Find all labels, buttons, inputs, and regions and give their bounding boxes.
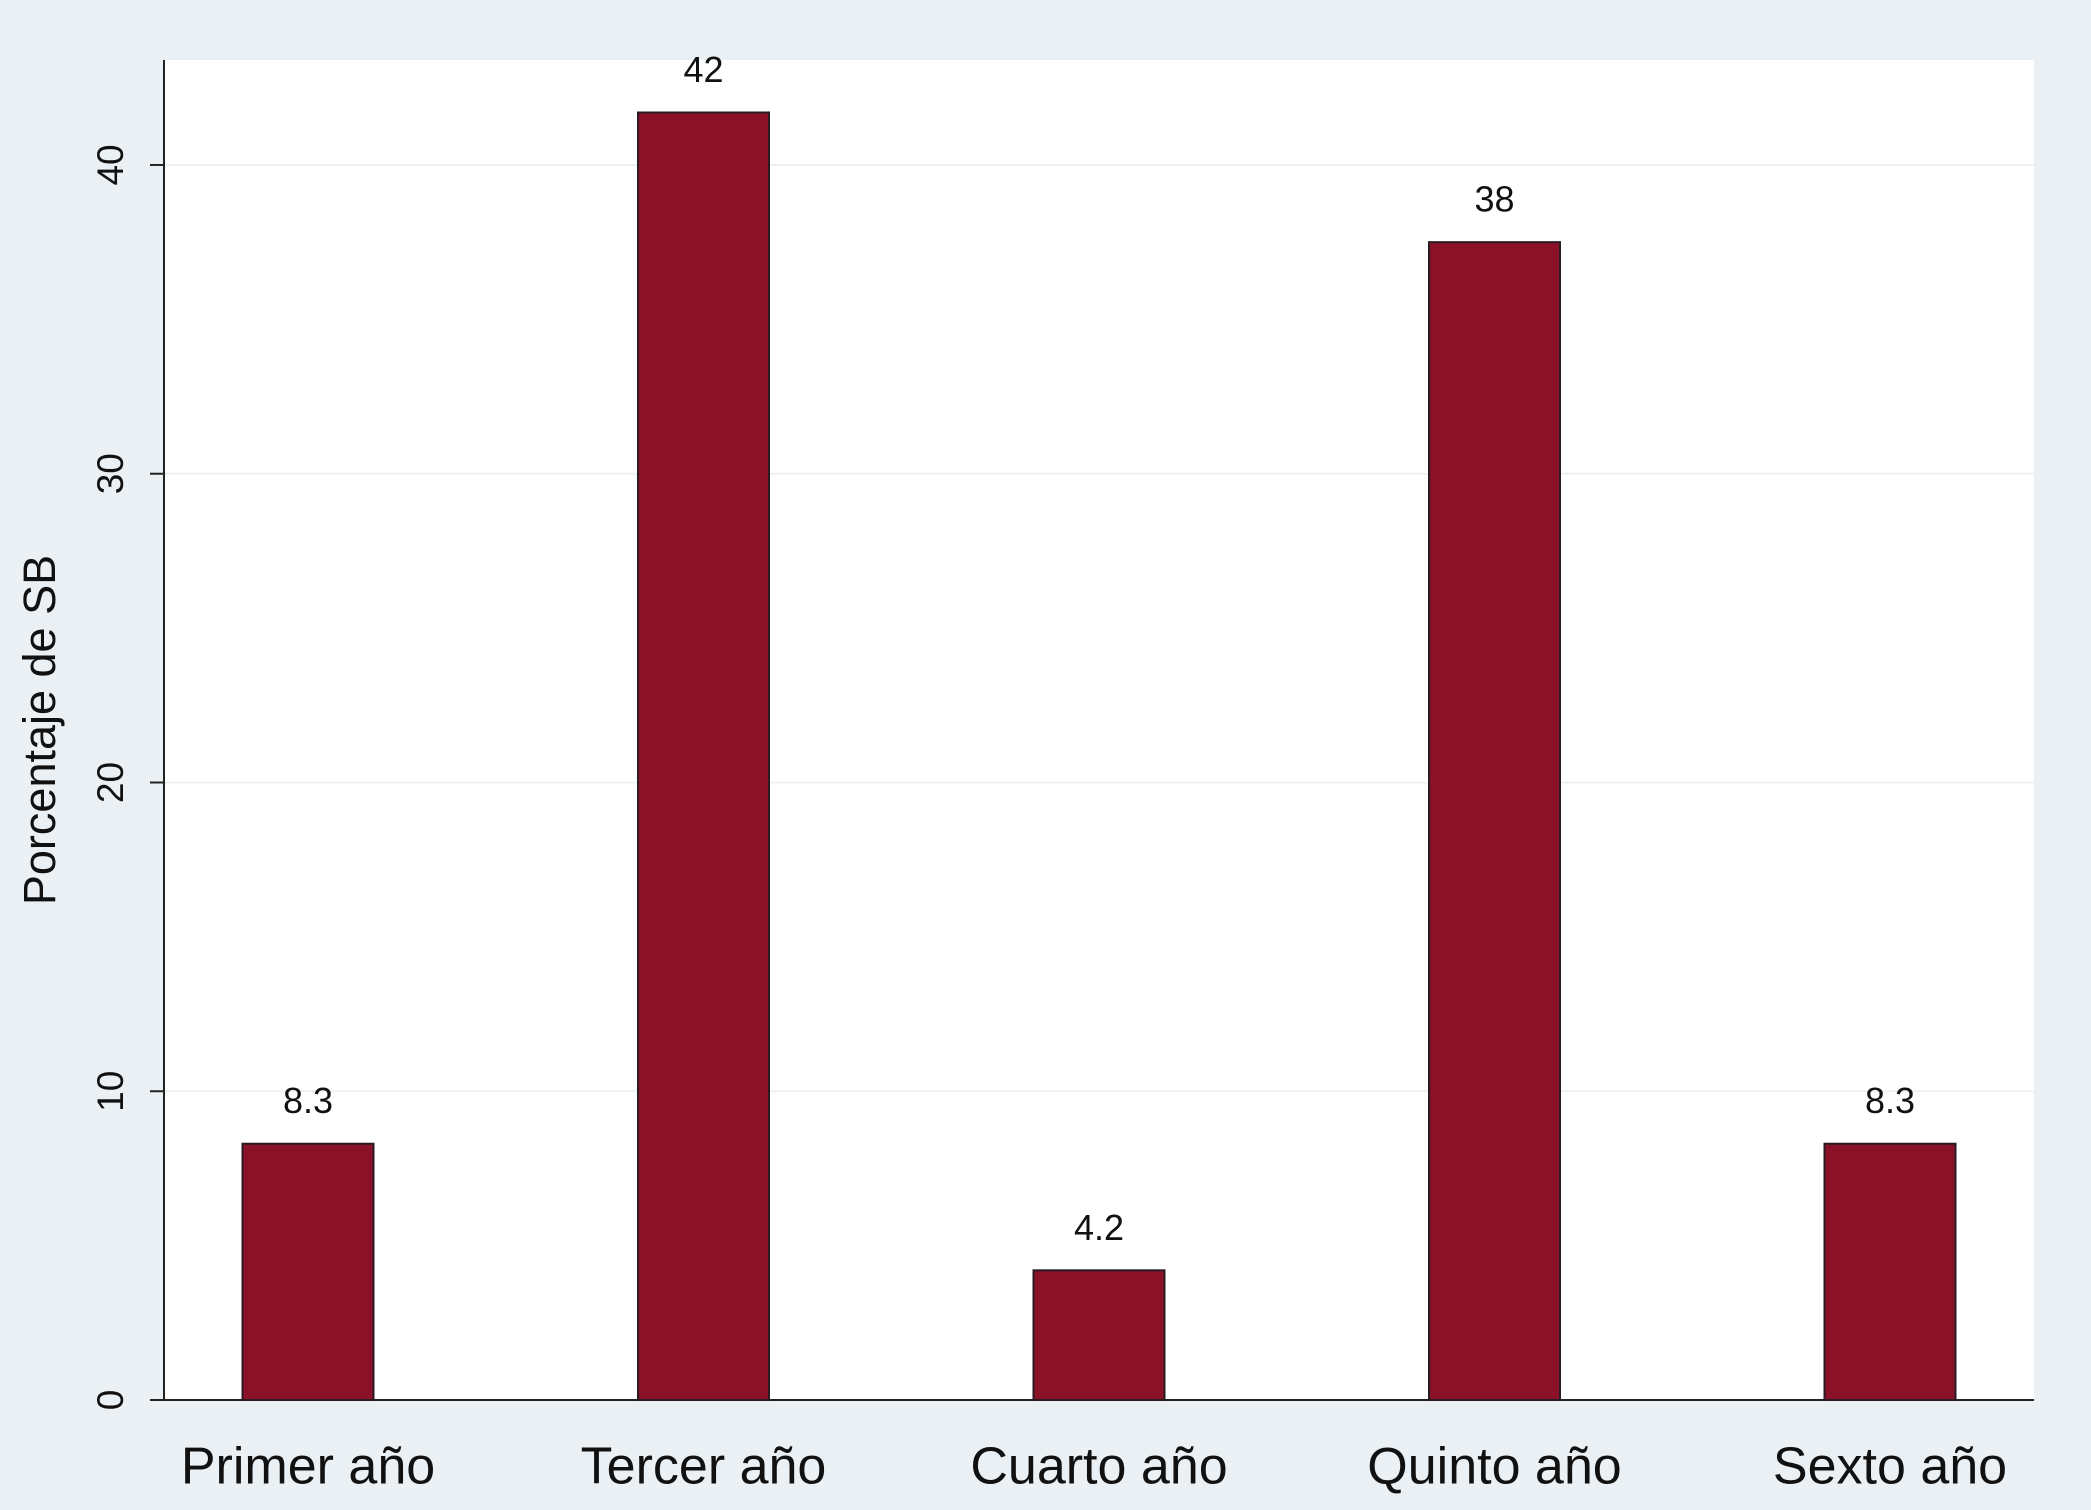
value-label: 8.3 <box>1865 1080 1915 1121</box>
y-tick-label: 0 <box>90 1390 131 1411</box>
x-tick-label: Sexto año <box>1773 1438 2007 1496</box>
bar <box>1032 1269 1166 1402</box>
bar <box>241 1142 375 1401</box>
plot-area <box>164 60 2034 1400</box>
y-axis-title: Porcentaje de SB <box>14 555 65 905</box>
value-label: 4.2 <box>1074 1207 1124 1248</box>
value-label: 38 <box>1474 179 1514 220</box>
x-tick-label: Primer año <box>181 1438 435 1496</box>
y-tick-label: 20 <box>90 762 131 803</box>
x-tick-label: Tercer año <box>581 1438 827 1496</box>
bar <box>1823 1142 1957 1401</box>
y-tick-label: 10 <box>90 1071 131 1112</box>
bar <box>637 111 770 1401</box>
y-tick-label: 30 <box>90 453 131 494</box>
x-tick-label: Quinto año <box>1367 1438 1621 1496</box>
bar <box>1428 241 1561 1401</box>
y-tick-label: 40 <box>90 144 131 185</box>
x-tick-label: Cuarto año <box>970 1438 1227 1496</box>
value-label: 8.3 <box>283 1080 333 1121</box>
value-label: 42 <box>683 49 723 90</box>
